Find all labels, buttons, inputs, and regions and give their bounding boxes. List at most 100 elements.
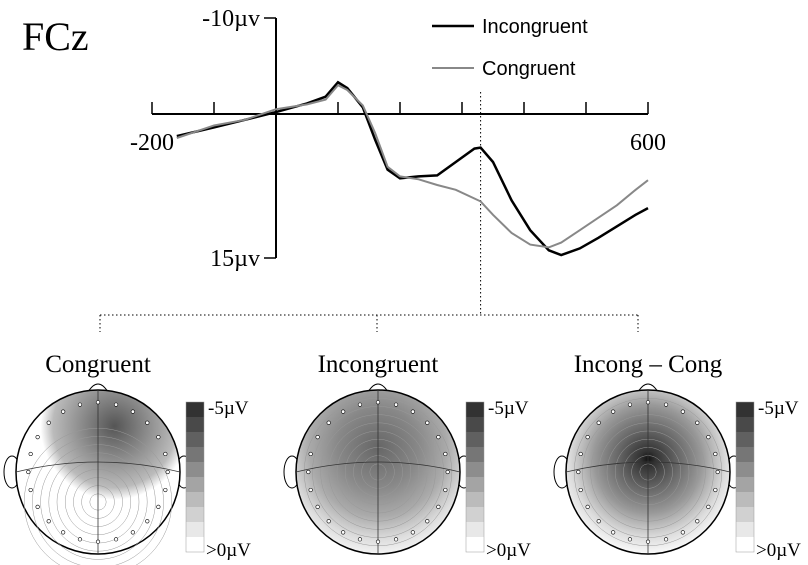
electrode bbox=[425, 519, 430, 524]
electrode bbox=[28, 487, 33, 493]
colorbar-step bbox=[736, 507, 754, 522]
electrode bbox=[165, 469, 170, 475]
colorbar-step bbox=[466, 447, 484, 462]
electrode bbox=[326, 420, 331, 425]
colorbar-step bbox=[186, 402, 204, 417]
electrode bbox=[315, 504, 320, 509]
colorbar-step bbox=[736, 492, 754, 507]
colorbar-step bbox=[186, 522, 204, 537]
plot: -200 600 -10µv 15µv Incongruent Congruent bbox=[130, 6, 666, 315]
colorbar-step bbox=[186, 447, 204, 462]
colorbar-step bbox=[186, 417, 204, 432]
electrode bbox=[436, 504, 441, 509]
colorbar-frame bbox=[465, 401, 485, 553]
electrode bbox=[680, 530, 685, 535]
electrode bbox=[393, 537, 399, 542]
colorbar-step bbox=[736, 447, 754, 462]
electrode bbox=[715, 469, 720, 475]
electrode bbox=[357, 537, 363, 542]
legend-label: Congruent bbox=[482, 58, 576, 80]
colorbar-step bbox=[186, 477, 204, 492]
electrode bbox=[443, 487, 448, 493]
colorbar-step bbox=[186, 492, 204, 507]
y-tick-label: -10µv bbox=[202, 6, 260, 32]
scale-top-label: -5µV bbox=[488, 398, 529, 419]
electrode bbox=[443, 451, 448, 457]
chart-title: FCz bbox=[22, 14, 89, 59]
electrode bbox=[627, 537, 633, 542]
electrode bbox=[645, 539, 651, 544]
colorbar-frame bbox=[185, 401, 205, 553]
electrode bbox=[308, 487, 313, 493]
electrode bbox=[596, 519, 601, 524]
electrode bbox=[46, 420, 51, 425]
electrode bbox=[35, 435, 40, 440]
electrode bbox=[585, 504, 590, 509]
electrode bbox=[410, 530, 415, 535]
electrode bbox=[113, 402, 119, 407]
colorbar-step bbox=[466, 432, 484, 447]
colorbar-step bbox=[736, 417, 754, 432]
electrode bbox=[611, 530, 616, 535]
arc bbox=[565, 461, 731, 473]
electrode bbox=[145, 519, 150, 524]
electrode bbox=[163, 487, 168, 493]
electrode bbox=[706, 504, 711, 509]
scale-top-label: -5µV bbox=[758, 398, 799, 419]
scale-bottom-label: >0µV bbox=[206, 540, 251, 561]
electrode bbox=[95, 539, 101, 544]
scale-bottom-label: >0µV bbox=[486, 540, 531, 561]
electrode bbox=[445, 469, 450, 475]
map-title: Congruent bbox=[45, 351, 151, 378]
colorbar-step bbox=[466, 462, 484, 477]
electrode bbox=[306, 469, 311, 475]
topomaps: Congruent -5µV >0µV Incongruent -5µV >0µV Inco… bbox=[3, 351, 801, 565]
colorbar-step bbox=[186, 462, 204, 477]
electrode bbox=[145, 420, 150, 425]
electrode bbox=[425, 420, 430, 425]
colorbar-step bbox=[736, 477, 754, 492]
colorbar-step bbox=[466, 417, 484, 432]
electrode bbox=[585, 435, 590, 440]
electrode bbox=[576, 469, 581, 475]
colorbar-step bbox=[186, 432, 204, 447]
electrode bbox=[375, 400, 381, 405]
colorbar-step bbox=[736, 537, 754, 552]
electrode bbox=[341, 530, 346, 535]
electrode bbox=[341, 409, 346, 414]
electrode bbox=[578, 451, 583, 457]
electrode bbox=[315, 435, 320, 440]
electrode bbox=[695, 519, 700, 524]
electrode bbox=[77, 402, 83, 407]
electrode bbox=[113, 537, 119, 542]
electrode bbox=[375, 539, 381, 544]
electrode bbox=[77, 537, 83, 542]
y-tick-label: 15µv bbox=[210, 246, 260, 272]
electrode bbox=[713, 451, 718, 457]
electrode bbox=[713, 487, 718, 493]
colorbar-step bbox=[466, 507, 484, 522]
bracket bbox=[99, 314, 639, 332]
electrode bbox=[156, 435, 161, 440]
colorbar-step bbox=[186, 537, 204, 552]
electrode bbox=[28, 451, 33, 457]
arc bbox=[15, 461, 181, 473]
scale-top-label: -5µV bbox=[208, 398, 249, 419]
electrode bbox=[695, 420, 700, 425]
electrode bbox=[663, 402, 669, 407]
electrode bbox=[130, 409, 135, 414]
electrode bbox=[26, 469, 31, 475]
x-tick-label: 600 bbox=[630, 130, 666, 156]
electrode bbox=[436, 435, 441, 440]
electrode bbox=[627, 402, 633, 407]
electrode bbox=[410, 409, 415, 414]
electrode bbox=[706, 435, 711, 440]
electrode bbox=[130, 530, 135, 535]
colorbar-step bbox=[736, 402, 754, 417]
scale-bottom-label: >0µV bbox=[756, 540, 801, 561]
colorbar-step bbox=[736, 462, 754, 477]
electrode bbox=[645, 400, 651, 405]
electrode bbox=[308, 451, 313, 457]
colorbar-step bbox=[466, 537, 484, 552]
